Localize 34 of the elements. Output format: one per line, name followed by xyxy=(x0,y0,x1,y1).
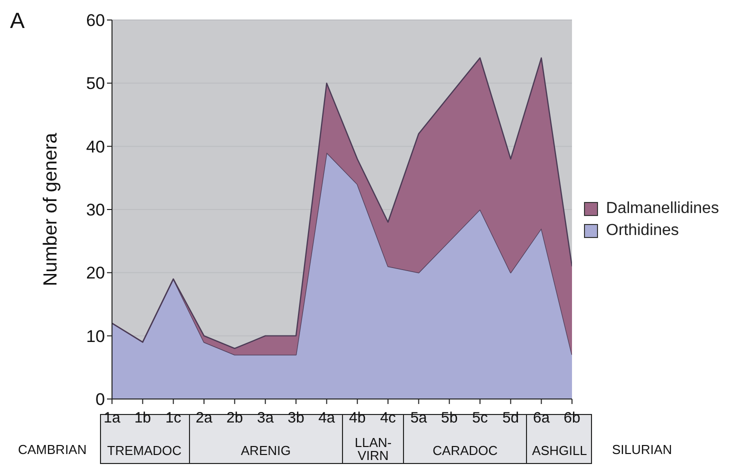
x-tick-label: 5d xyxy=(502,410,520,427)
x-tick-label: 4c xyxy=(380,410,396,427)
x-tick-label: 5c xyxy=(472,410,488,427)
x-tick-label: 5a xyxy=(410,410,428,427)
x-tick-label: 1c xyxy=(165,410,182,427)
y-tick-label: 60 xyxy=(86,11,105,30)
x-tick-label: 4b xyxy=(348,410,366,427)
text: TREMADOC xyxy=(107,443,182,458)
x-tick-label: 3a xyxy=(256,410,274,427)
y-tick-label: 30 xyxy=(86,200,105,220)
text: ARENIG xyxy=(240,443,291,458)
x-tick-label: 5b xyxy=(440,410,458,427)
x-tick-label: 6b xyxy=(564,410,580,427)
text: SILURIAN xyxy=(612,442,672,457)
x-tick-label: 1a xyxy=(104,410,121,427)
text: CARADOC xyxy=(432,443,498,458)
x-tick-label: 2b xyxy=(226,410,244,427)
legend-label: Dalmanellidines xyxy=(606,200,719,218)
x-tick-label: 3b xyxy=(288,410,304,427)
x-tick-label: 4a xyxy=(318,410,336,427)
y-tick-label: 40 xyxy=(86,137,105,156)
text: ASHGILL xyxy=(532,443,587,458)
x-tick-label: 2a xyxy=(196,410,213,427)
text: A xyxy=(10,8,25,34)
y-tick-label: 50 xyxy=(86,74,105,94)
legend-label: Orthidines xyxy=(606,222,679,240)
y-axis-title: Number of genera xyxy=(40,132,62,286)
x-tick-label: 6a xyxy=(532,410,550,427)
text: CAMBRIAN xyxy=(18,442,87,457)
x-tick-label: 1b xyxy=(134,410,152,427)
y-tick-label: 10 xyxy=(86,326,105,346)
text: LLAN- VIRN xyxy=(354,435,392,463)
y-tick-label: 0 xyxy=(96,390,105,410)
y-tick-label: 20 xyxy=(86,264,105,283)
